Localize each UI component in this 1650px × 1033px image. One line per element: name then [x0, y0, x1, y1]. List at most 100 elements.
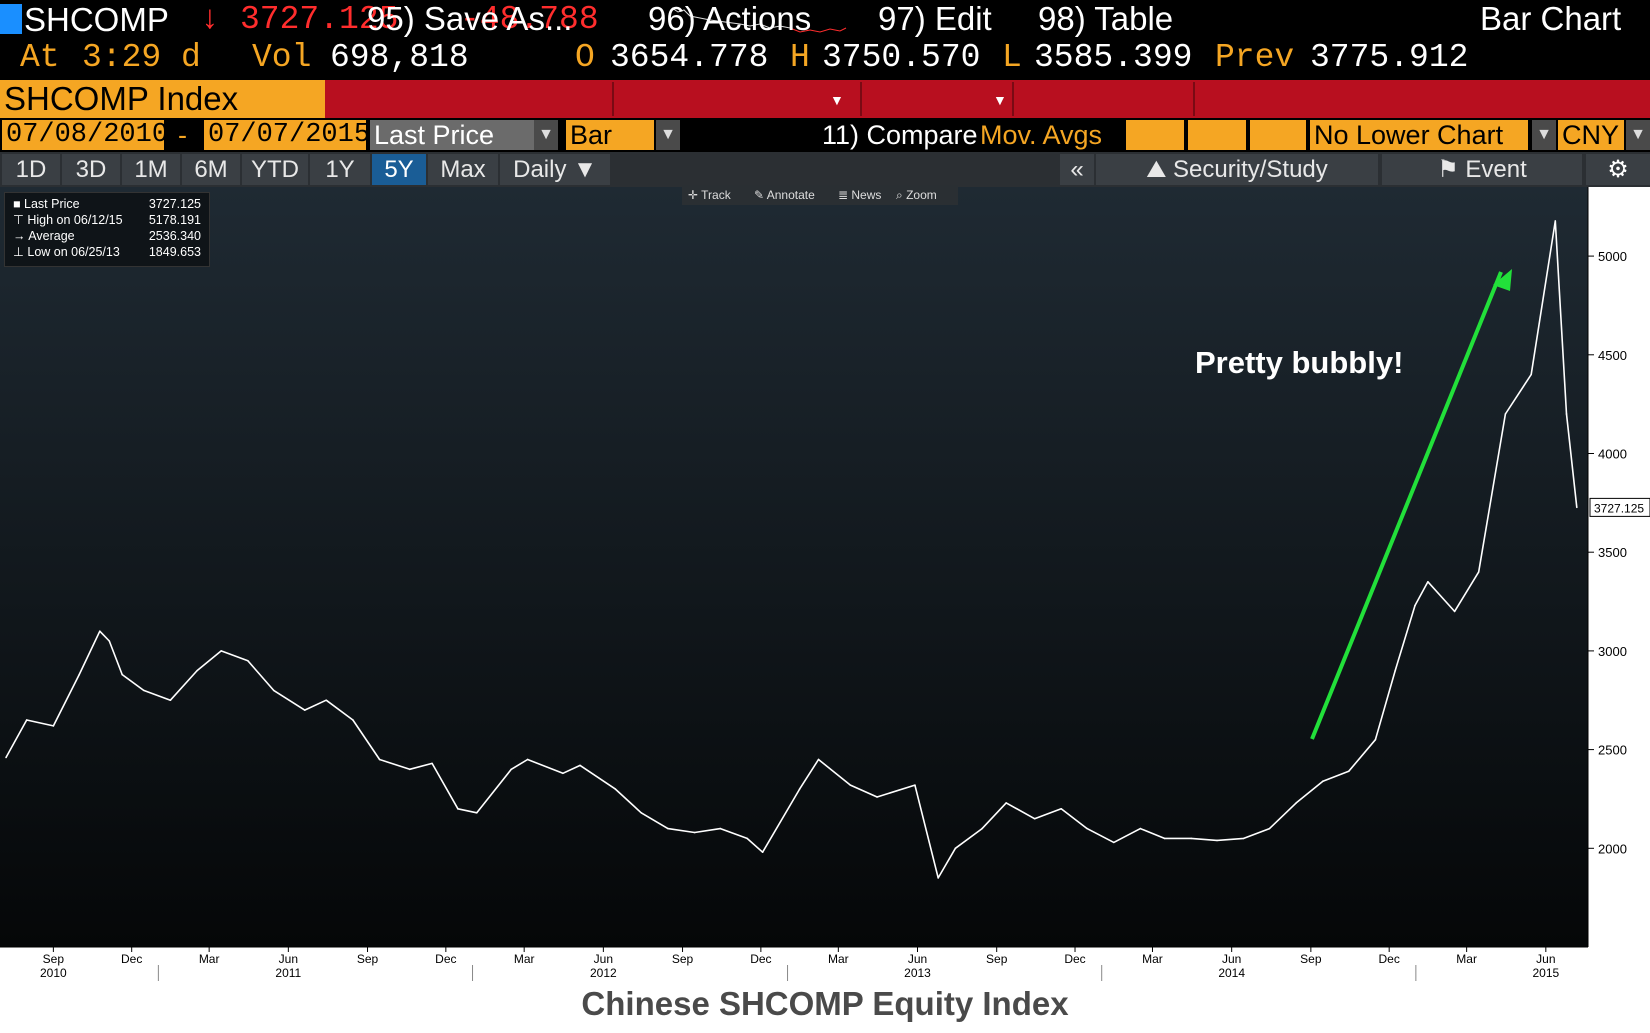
price-point	[1295, 802, 1298, 804]
tab-1y[interactable]: 1Y	[310, 154, 370, 185]
y-tick-label: 5000	[1598, 249, 1627, 264]
price-point	[247, 659, 249, 662]
tab-1d[interactable]: 1D	[2, 154, 60, 185]
tool-label: News	[851, 188, 882, 202]
annotate-tool[interactable]: ✎ Annotate	[754, 185, 815, 205]
last-price: 3727.125	[240, 1, 399, 38]
price-point	[1427, 581, 1429, 583]
security-field[interactable]: SHCOMP Index	[0, 80, 325, 118]
x-tick-label: Dec	[1064, 952, 1085, 966]
legend-value: 3727.125	[148, 197, 201, 211]
x-tick-label: Mar	[828, 952, 849, 966]
chevron-down-icon[interactable]: ▼	[1532, 120, 1556, 150]
ticker[interactable]: SHCOMP	[24, 1, 169, 38]
price-point	[1322, 780, 1324, 782]
last-price-box	[1589, 497, 1650, 517]
security-study-button[interactable]: ⛰ Security/Study	[1096, 154, 1378, 185]
compare-button[interactable]: 11) Compare	[822, 120, 978, 150]
tab-1m[interactable]: 1M	[122, 154, 180, 185]
quote-time: 3:29 d	[82, 39, 201, 76]
event-button[interactable]: ⚑ Event	[1382, 154, 1582, 185]
mov-avg-slot-2[interactable]	[1188, 120, 1246, 150]
price-point	[476, 811, 478, 814]
price-point	[1477, 571, 1480, 573]
price-point	[1190, 837, 1193, 840]
y-tick-label: 4000	[1598, 446, 1627, 461]
price-point	[640, 811, 643, 814]
volume: 698,818	[330, 39, 469, 76]
news-tool[interactable]: ≣ News	[838, 185, 881, 205]
mov-avg-slot-1[interactable]	[1126, 120, 1184, 150]
x-tick-label: Dec	[750, 952, 771, 966]
x-tick-label: Jun	[1222, 952, 1241, 966]
crosshair-icon: ✛	[688, 188, 702, 202]
price-point	[378, 758, 381, 761]
price-chart[interactable]: 2000 2500 3000 3500 4000 4500 5000 Sep Dec Mar Ju…	[0, 187, 1650, 982]
tab-5y[interactable]: 5Y	[372, 154, 426, 185]
end-date-field[interactable]: 07/07/2015	[204, 120, 370, 150]
prev-label: Prev	[1215, 39, 1295, 76]
chevron-down-icon[interactable]: ▼	[1626, 120, 1650, 150]
chevron-down-icon[interactable]: ▼	[656, 120, 680, 150]
collapse-button[interactable]: «	[1060, 154, 1094, 185]
chart-caption: Chinese SHCOMP Equity Index	[581, 985, 1069, 1022]
mov-avg-slot-3[interactable]	[1250, 120, 1306, 150]
chart-legend: ■ Last Price 3727.125 ⊤ High on 06/12/15…	[4, 192, 210, 267]
price-point	[614, 788, 617, 790]
lower-chart-select[interactable]: No Lower Chart	[1310, 120, 1528, 150]
plot-area	[0, 187, 1588, 947]
tab-max[interactable]: Max	[428, 154, 498, 185]
chart-toolbar: ✛ Track ✎ Annotate ≣ News ⌕ Zoom	[682, 185, 958, 205]
y-tick-label: 3000	[1598, 644, 1627, 659]
tab-ytd[interactable]: YTD	[242, 154, 308, 185]
mov-avgs-button[interactable]: Mov. Avgs	[980, 120, 1103, 150]
price-point	[169, 699, 172, 702]
price-point	[1112, 841, 1115, 844]
trend-arrow-line	[1310, 271, 1503, 740]
track-tool[interactable]: ✛ Track	[688, 185, 731, 205]
price-point	[78, 673, 80, 676]
x-year-label: 2010	[40, 966, 67, 980]
down-arrow-icon: ↓	[200, 1, 220, 38]
tab-6m[interactable]: 6M	[182, 154, 240, 185]
currency-select[interactable]: CNY	[1558, 120, 1624, 150]
x-tick-label: Jun	[279, 952, 298, 966]
divider	[860, 82, 862, 116]
price-point	[408, 768, 411, 771]
style-select[interactable]: Bar	[566, 120, 654, 150]
tool-label: Annotate	[766, 188, 815, 202]
settings-gear-icon[interactable]: ⚙	[1586, 154, 1650, 185]
legend-value: 2536.340	[148, 229, 201, 243]
actions-button[interactable]: 96) Actions	[648, 0, 812, 37]
security-name: SHCOMP Index	[4, 80, 239, 117]
news-icon: ≣	[838, 188, 852, 202]
last-price-marker: 3727.125	[1589, 497, 1650, 517]
x-tick-label: Dec	[121, 952, 142, 966]
price-point	[108, 640, 111, 642]
chevron-down-icon[interactable]: ▼	[534, 120, 558, 150]
tab-3d[interactable]: 3D	[62, 154, 120, 185]
frequency-select[interactable]: Daily ▼	[500, 154, 610, 185]
start-date-field[interactable]: 07/08/2010	[2, 120, 168, 150]
zoom-tool[interactable]: ⌕ Zoom	[896, 185, 937, 205]
x-axis-panel	[0, 947, 1650, 982]
flag-icon: ⚑	[1437, 156, 1466, 183]
x-tick-label: Sep	[357, 952, 379, 966]
magnifier-icon: ⌕	[896, 188, 907, 202]
save-as-button[interactable]: 95) Save As...	[367, 0, 573, 37]
price-point	[526, 758, 529, 761]
price-point	[1060, 808, 1063, 810]
price-point	[99, 630, 101, 632]
price-point	[817, 758, 820, 761]
field-select[interactable]: Last Price	[370, 120, 534, 150]
open-value: 3654.778	[610, 39, 769, 76]
x-year-label: 2011	[275, 966, 301, 980]
price-point	[1453, 610, 1456, 613]
prev-value: 3775.912	[1310, 39, 1469, 76]
table-button[interactable]: 98) Table	[1038, 0, 1174, 37]
y-tick-label: 3500	[1598, 545, 1627, 560]
price-point	[849, 784, 852, 786]
legend-row: ⊤ High on 06/12/15	[13, 213, 123, 228]
x-tick-label: Dec	[1379, 952, 1400, 966]
edit-button[interactable]: 97) Edit	[878, 0, 992, 37]
